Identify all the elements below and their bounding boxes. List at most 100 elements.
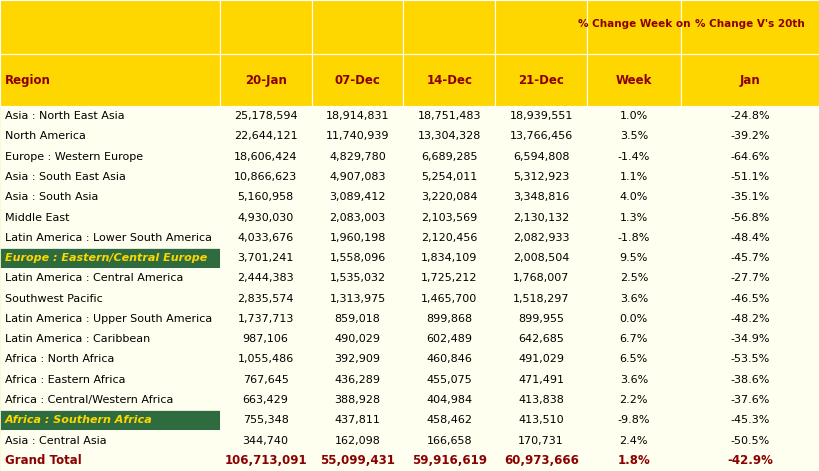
Bar <box>680 430 819 451</box>
Text: 642,685: 642,685 <box>518 334 563 344</box>
Text: 20-Jan: 20-Jan <box>244 73 287 87</box>
Text: 1,834,109: 1,834,109 <box>421 253 477 263</box>
Text: 5,160,958: 5,160,958 <box>238 192 293 202</box>
Bar <box>311 227 403 248</box>
Bar <box>495 410 586 430</box>
Bar <box>495 329 586 349</box>
Text: 3,089,412: 3,089,412 <box>329 192 385 202</box>
Bar <box>680 167 819 187</box>
Text: 18,914,831: 18,914,831 <box>325 111 389 121</box>
Bar <box>0 207 219 227</box>
Bar <box>311 207 403 227</box>
Text: 755,348: 755,348 <box>242 415 288 425</box>
Bar <box>311 309 403 329</box>
Bar <box>219 187 311 207</box>
Text: 413,510: 413,510 <box>518 415 563 425</box>
Bar <box>311 54 403 106</box>
Text: 25,178,594: 25,178,594 <box>233 111 297 121</box>
Text: 437,811: 437,811 <box>334 415 380 425</box>
Text: 1.1%: 1.1% <box>619 172 647 182</box>
Text: Europe : Western Europe: Europe : Western Europe <box>5 152 143 162</box>
Bar <box>311 430 403 451</box>
Bar <box>403 187 495 207</box>
Text: 3.6%: 3.6% <box>619 375 647 385</box>
Bar <box>495 54 586 106</box>
Text: 3.6%: 3.6% <box>619 293 647 304</box>
Bar <box>586 430 680 451</box>
Text: 2.5%: 2.5% <box>619 273 647 284</box>
Bar <box>495 227 586 248</box>
Text: 436,289: 436,289 <box>334 375 380 385</box>
Text: -1.8%: -1.8% <box>617 233 649 243</box>
Bar <box>403 227 495 248</box>
Bar <box>586 268 680 288</box>
Text: 1.3%: 1.3% <box>619 212 647 222</box>
Text: 4,907,083: 4,907,083 <box>329 172 385 182</box>
Bar <box>680 54 819 106</box>
Text: -27.7%: -27.7% <box>730 273 769 284</box>
Text: 987,106: 987,106 <box>242 334 288 344</box>
Text: Africa : Central/Western Africa: Africa : Central/Western Africa <box>5 395 173 405</box>
Bar <box>311 126 403 146</box>
Bar <box>680 146 819 167</box>
Bar <box>403 390 495 410</box>
Text: 1,535,032: 1,535,032 <box>329 273 385 284</box>
Text: 59,916,619: 59,916,619 <box>411 455 486 467</box>
Bar <box>586 187 680 207</box>
Bar <box>403 167 495 187</box>
Text: Region: Region <box>5 73 51 87</box>
Text: 344,740: 344,740 <box>242 436 288 446</box>
Bar <box>311 248 403 268</box>
Text: -50.5%: -50.5% <box>730 436 769 446</box>
Bar <box>311 410 403 430</box>
Bar <box>403 370 495 390</box>
Bar <box>219 146 311 167</box>
Bar <box>586 451 680 471</box>
Text: 9.5%: 9.5% <box>619 253 647 263</box>
Bar <box>495 349 586 370</box>
Text: -39.2%: -39.2% <box>730 131 769 141</box>
Bar <box>495 370 586 390</box>
Text: -46.5%: -46.5% <box>730 293 769 304</box>
Bar <box>495 268 586 288</box>
Bar <box>403 126 495 146</box>
Bar <box>403 106 495 126</box>
Text: 859,018: 859,018 <box>334 314 380 324</box>
Bar <box>680 268 819 288</box>
Bar <box>219 248 311 268</box>
Text: Asia : North East Asia: Asia : North East Asia <box>5 111 124 121</box>
Bar <box>586 0 680 54</box>
Text: Asia : South East Asia: Asia : South East Asia <box>5 172 125 182</box>
Text: 4,829,780: 4,829,780 <box>328 152 386 162</box>
Bar <box>495 126 586 146</box>
Text: Middle East: Middle East <box>5 212 70 222</box>
Bar <box>0 0 219 54</box>
Bar <box>586 370 680 390</box>
Bar <box>0 390 219 410</box>
Text: 2,835,574: 2,835,574 <box>238 293 293 304</box>
Bar <box>311 0 403 54</box>
Bar <box>680 349 819 370</box>
Bar <box>219 390 311 410</box>
Bar <box>680 410 819 430</box>
Text: Africa : Eastern Africa: Africa : Eastern Africa <box>5 375 125 385</box>
Bar <box>495 248 586 268</box>
Text: 392,909: 392,909 <box>334 355 380 365</box>
Text: -45.3%: -45.3% <box>730 415 769 425</box>
Text: 14-Dec: 14-Dec <box>426 73 472 87</box>
Bar <box>0 430 219 451</box>
Bar <box>311 146 403 167</box>
Text: 2,120,456: 2,120,456 <box>421 233 477 243</box>
Bar <box>680 227 819 248</box>
Bar <box>586 146 680 167</box>
Bar <box>0 54 219 106</box>
Text: 490,029: 490,029 <box>334 334 380 344</box>
Bar <box>0 329 219 349</box>
Bar <box>219 288 311 309</box>
Text: 2,083,003: 2,083,003 <box>329 212 385 222</box>
Text: Week: Week <box>615 73 651 87</box>
Bar <box>403 451 495 471</box>
Text: -45.7%: -45.7% <box>730 253 769 263</box>
Text: 18,939,551: 18,939,551 <box>509 111 572 121</box>
Text: 602,489: 602,489 <box>426 334 472 344</box>
